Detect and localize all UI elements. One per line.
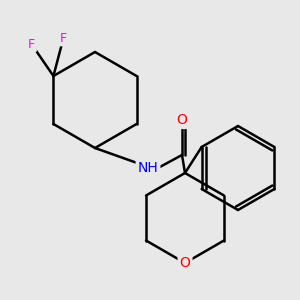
Text: F: F bbox=[60, 32, 67, 44]
Text: O: O bbox=[180, 256, 190, 270]
Text: NH: NH bbox=[138, 161, 158, 175]
Text: O: O bbox=[177, 113, 188, 127]
Text: F: F bbox=[28, 38, 35, 50]
